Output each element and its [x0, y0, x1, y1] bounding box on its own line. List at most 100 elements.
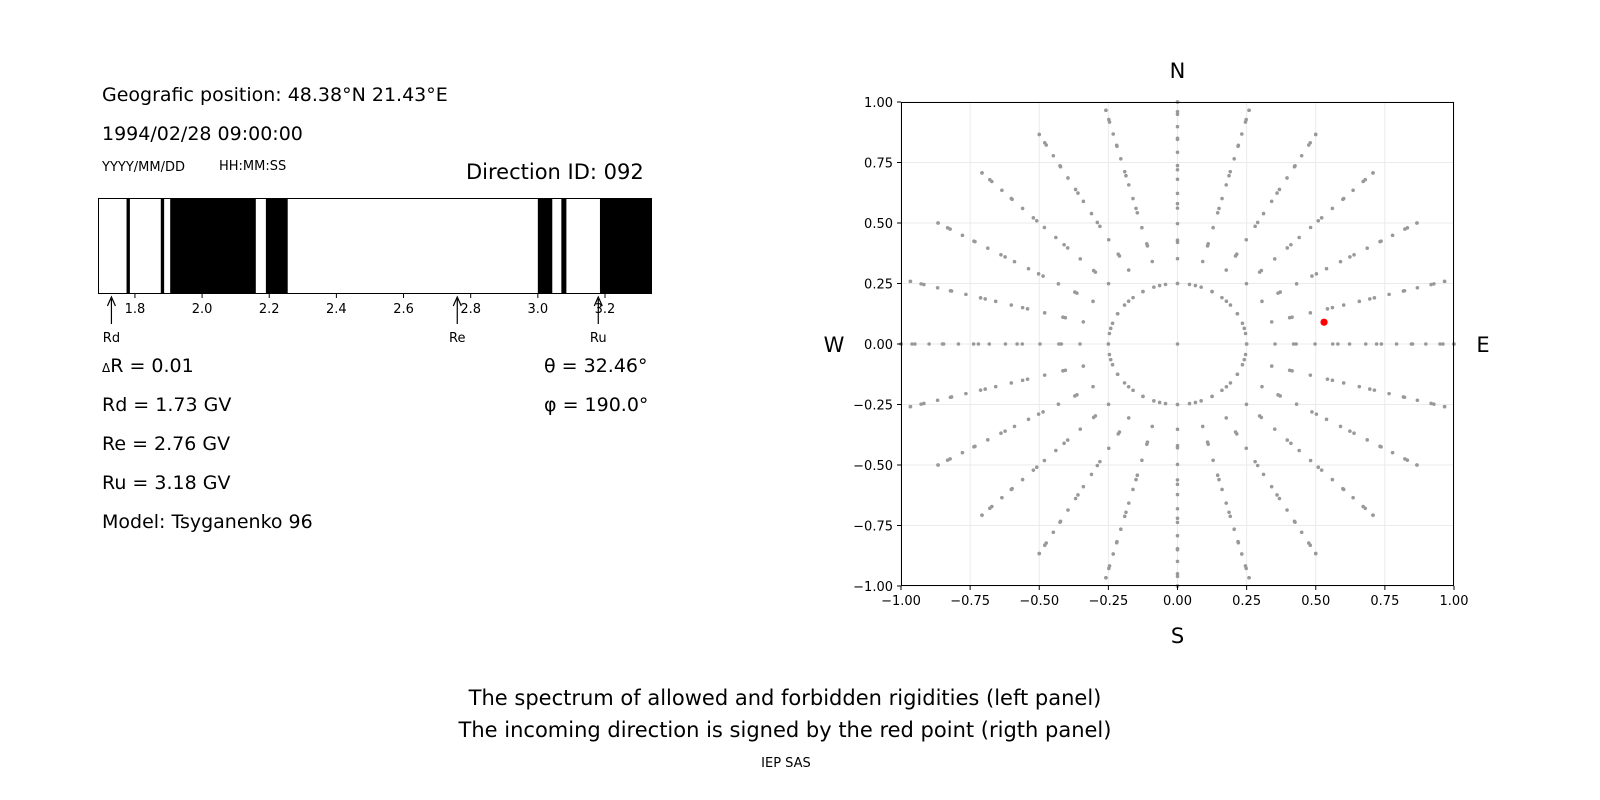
direction-grid-point: [1206, 241, 1210, 246]
direction-grid-point: [1175, 559, 1180, 564]
direction-grid-point: [980, 513, 984, 517]
direction-grid-point: [1152, 285, 1156, 289]
direction-grid-point: [1175, 516, 1180, 521]
direction-grid-point: [1244, 281, 1249, 286]
direction-grid-point: [1108, 357, 1113, 362]
direction-grid-point: [1240, 321, 1245, 326]
direction-grid-point: [1061, 369, 1065, 373]
direction-grid-point: [1292, 164, 1297, 169]
direction-grid-point: [1347, 342, 1352, 346]
direction-grid-point: [1175, 150, 1180, 155]
direction-grid-point: [1235, 311, 1240, 316]
direction-grid-point: [1107, 564, 1112, 568]
direction-grid-point: [985, 438, 990, 442]
direction-grid-point: [1313, 342, 1317, 346]
direction-grid-point: [1107, 352, 1112, 357]
direction-grid-point: [1091, 299, 1095, 304]
direction-grid-point: [1330, 378, 1335, 383]
direction-grid-point: [1259, 268, 1264, 273]
direction-grid-point: [983, 387, 988, 391]
direction-grid-point: [1243, 352, 1248, 357]
direction-grid-point: [1157, 283, 1162, 288]
direction-grid-point: [1306, 143, 1311, 147]
direction-grid-point: [1157, 400, 1162, 405]
direction-grid-point: [1239, 132, 1244, 136]
direction-grid-point: [1135, 210, 1140, 215]
compass-south-label: S: [1171, 624, 1184, 648]
direction-grid-point: [1371, 171, 1375, 175]
direction-grid-point: [1098, 224, 1102, 229]
direction-grid-point: [1175, 492, 1180, 497]
direction-grid-point: [1325, 377, 1330, 381]
direction-grid-point: [1314, 272, 1319, 276]
direction-grid-point: [1234, 432, 1239, 436]
direction-grid-point: [1299, 153, 1304, 158]
direction-grid-point: [1175, 546, 1180, 551]
direction-grid-point: [1261, 472, 1266, 477]
direction-grid-point: [1308, 458, 1313, 463]
forbidden-band: [170, 198, 256, 294]
direction-grid-point: [1285, 246, 1290, 250]
direction-grid-point: [1372, 296, 1377, 300]
direction-grid-point: [1269, 199, 1274, 204]
direction-grid-point: [1175, 163, 1180, 168]
direction-grid-point: [1078, 342, 1082, 346]
direction-grid-point: [935, 398, 940, 403]
direction-grid-point: [1224, 416, 1229, 420]
direction-grid-point: [1150, 259, 1155, 264]
y-tick-label: 0.75: [864, 157, 893, 172]
direction-grid-point: [987, 342, 992, 346]
direction-grid-point: [1066, 508, 1070, 512]
direction-grid-point: [1073, 496, 1078, 501]
direction-grid-point: [1089, 211, 1094, 216]
direction-grid-point: [1126, 416, 1131, 420]
x-tick-label: 0.50: [1301, 594, 1330, 609]
direction-grid-point: [990, 179, 994, 184]
direction-grid-point: [1415, 398, 1420, 403]
direction-grid-point: [1220, 388, 1224, 393]
direction-grid-point: [1272, 257, 1277, 261]
direction-grid-point: [1042, 373, 1047, 377]
direction-grid-point: [1432, 402, 1436, 406]
forbidden-band: [561, 198, 567, 294]
direction-grid-point: [936, 221, 940, 225]
direction-grid-point: [1341, 303, 1346, 307]
spectrum-tick-label: 3.0: [527, 302, 548, 317]
direction-grid-point: [1175, 506, 1180, 511]
direction-grid-point: [1299, 530, 1304, 535]
forbidden-band: [537, 198, 553, 294]
direction-grid-point: [1348, 255, 1352, 259]
direction-grid-point: [1211, 458, 1215, 463]
direction-grid-point: [1424, 342, 1428, 346]
direction-grid-point: [1042, 311, 1047, 315]
direction-grid-point: [1253, 224, 1257, 229]
direction-grid-point: [948, 227, 952, 231]
direction-grid-point: [1269, 320, 1274, 324]
x-tick-label: −1.00: [881, 594, 921, 609]
direction-grid-point: [1235, 372, 1240, 377]
direction-grid-point: [983, 297, 988, 301]
forbidden-band: [160, 198, 165, 294]
direction-grid-point: [1110, 362, 1115, 367]
direction-grid-point: [1175, 201, 1180, 206]
map-frame: [901, 102, 1454, 586]
direction-grid-point: [1115, 539, 1119, 544]
direction-grid-point: [1175, 445, 1180, 450]
direction-grid-point: [1294, 402, 1299, 406]
direction-grid-point: [1379, 342, 1384, 346]
direction-grid-point: [960, 450, 965, 455]
direction-grid-point: [1031, 468, 1036, 472]
y-tick-label: −1.00: [853, 580, 893, 595]
direction-grid-point: [1104, 108, 1108, 113]
direction-grid-point: [1010, 197, 1014, 202]
direction-grid-point: [1313, 551, 1318, 556]
direction-grid-point: [1003, 429, 1007, 433]
direction-grid-point: [1260, 384, 1264, 389]
direction-grid-point: [1115, 144, 1119, 149]
direction-grid-point: [1200, 424, 1205, 429]
direction-grid-point: [993, 299, 998, 304]
direction-grid-point: [1065, 438, 1070, 442]
spectrum-tick-label: 2.4: [326, 302, 347, 317]
direction-grid-point: [1091, 268, 1096, 273]
direction-grid-point: [1285, 438, 1290, 442]
